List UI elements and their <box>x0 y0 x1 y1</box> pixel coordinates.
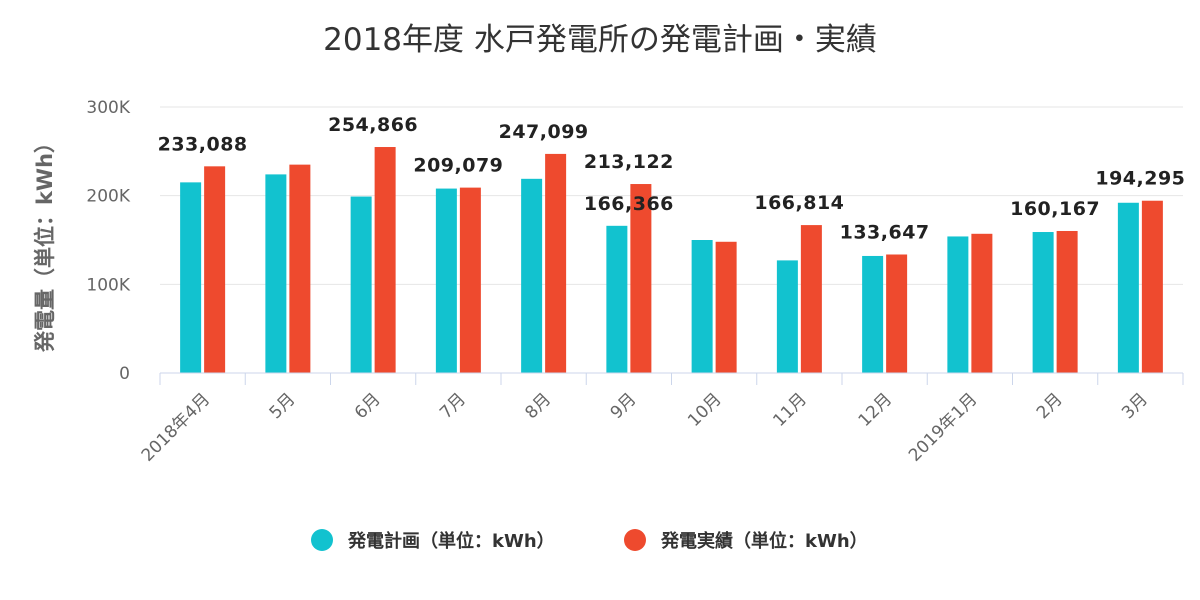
chart-title: 2018年度 水戸発電所の発電計画・実績 <box>323 22 877 58</box>
bar <box>862 255 884 373</box>
data-label: 247,099 <box>499 121 589 143</box>
y-tick-label: 300K <box>86 98 130 118</box>
bar <box>1056 230 1078 373</box>
bar <box>1117 202 1139 373</box>
legend-marker <box>311 529 333 551</box>
x-tick-label: 8月 <box>521 389 555 423</box>
legend-marker <box>624 529 646 551</box>
bar <box>776 260 798 373</box>
bar <box>886 254 908 373</box>
bar <box>265 174 287 373</box>
x-tick-label: 7月 <box>436 389 470 423</box>
x-tick-label: 12月 <box>855 389 896 430</box>
data-labels: 233,088 254,866 209,079 247,099 213,122 166,8… <box>158 114 1185 243</box>
bar <box>630 184 652 373</box>
x-tick-label: 10月 <box>684 389 725 430</box>
data-label: 133,647 <box>840 221 930 243</box>
bar <box>1141 200 1163 373</box>
bar <box>204 166 226 373</box>
x-tick-label: 5月 <box>266 389 300 423</box>
grid <box>160 106 1183 285</box>
x-tick-label: 6月 <box>351 389 385 423</box>
bar <box>606 225 628 373</box>
data-label: 166,814 <box>754 192 844 214</box>
bar <box>459 187 481 373</box>
x-tick-label: 2月 <box>1033 389 1067 423</box>
y-axis: 0 100K 200K 300K <box>86 98 130 384</box>
x-tick-label: 2019年1月 <box>905 389 981 465</box>
data-label: 194,295 <box>1095 168 1185 190</box>
bars <box>180 147 1163 373</box>
x-axis: 2018年4月 5月 6月 7月 8月 9月 10月 11月 12月 2019年1月 2月 3月 <box>138 372 1184 466</box>
legend-label: 発電計画（単位：kWh） <box>347 530 555 552</box>
y-tick-label: 200K <box>86 187 130 207</box>
bar <box>289 164 311 373</box>
bar <box>435 188 457 373</box>
bar <box>374 147 396 373</box>
data-label: 213,122 <box>584 151 674 173</box>
bar <box>691 240 713 373</box>
bar <box>1032 232 1054 373</box>
y-tick-label: 0 <box>119 364 130 384</box>
bar <box>545 153 567 373</box>
x-tick-label: 3月 <box>1118 389 1152 423</box>
data-label: 166,366 <box>584 193 674 215</box>
bar <box>800 225 822 373</box>
bar <box>715 241 737 373</box>
y-tick-label: 100K <box>86 275 130 295</box>
data-label: 233,088 <box>158 133 248 155</box>
bar <box>180 182 202 373</box>
y-axis-title: 発電量（単位：kWh） <box>33 132 57 353</box>
bar <box>350 196 372 373</box>
bar <box>971 233 993 373</box>
data-label: 209,079 <box>413 155 503 177</box>
legend-label: 発電実績（単位：kWh） <box>660 530 868 552</box>
bar <box>521 178 543 373</box>
legend: 発電計画（単位：kWh） 発電実績（単位：kWh） <box>311 529 868 552</box>
bar <box>947 236 969 373</box>
data-label: 160,167 <box>1010 198 1100 220</box>
x-tick-label: 11月 <box>769 389 810 430</box>
x-tick-label: 2018年4月 <box>138 389 214 465</box>
x-tick-label: 9月 <box>607 389 641 423</box>
data-label: 254,866 <box>328 114 418 136</box>
